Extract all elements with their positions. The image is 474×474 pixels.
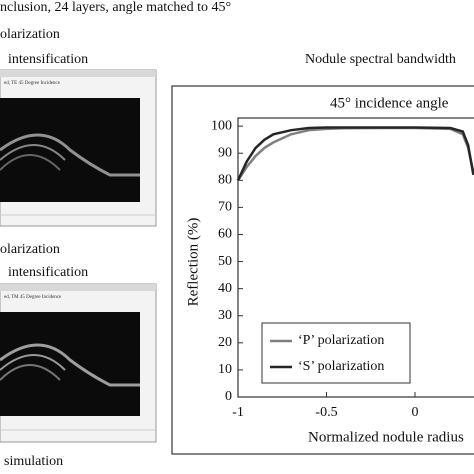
y-tick-label: 0 (225, 389, 232, 404)
caption: simulation (4, 454, 63, 469)
series-line (236, 126, 474, 181)
y-tick-label: 10 (218, 362, 232, 377)
y-tick-label: 20 (218, 335, 232, 350)
y-tick-label: 30 (218, 308, 232, 323)
y-tick-label: 70 (218, 200, 232, 215)
y-tick-label: 40 (218, 281, 232, 296)
series-line (236, 126, 474, 181)
caption: intensification (8, 265, 88, 280)
x-tick-label: -0.5 (315, 405, 337, 420)
x-axis-label: Normalized nodule radius (308, 429, 464, 445)
y-tick-label: 100 (211, 118, 232, 133)
y-tick-label: 80 (218, 173, 232, 188)
y-axis-label: Reflection (%) (185, 218, 201, 307)
image-header: ed, TM 45 Degree Incidence (4, 295, 62, 300)
caption: nclusion, 24 layers, angle matched to 45… (0, 0, 231, 15)
y-tick-label: 60 (218, 227, 232, 242)
caption: olarization (0, 242, 60, 257)
y-tick-label: 90 (218, 145, 232, 160)
x-tick-label: 0 (412, 405, 419, 420)
sim-image: ed, TM 45 Degree Incidence (0, 283, 157, 443)
legend-box (261, 322, 411, 384)
caption: olarization (0, 27, 60, 42)
caption: intensification (8, 52, 88, 67)
x-tick-label: -1 (232, 405, 244, 420)
image-header: ed, TE 45 Degree Incidence (4, 81, 61, 86)
sim-image: ed, TE 45 Degree Incidence (0, 69, 157, 227)
annotation: 45° incidence angle (330, 95, 449, 111)
legend-label: ‘P’ polarization (298, 333, 384, 348)
chart-title: Nodule spectral bandwidth (305, 52, 456, 67)
y-tick-label: 50 (218, 254, 232, 269)
chart-frame (171, 85, 474, 455)
legend-label: ‘S’ polarization (298, 359, 384, 374)
